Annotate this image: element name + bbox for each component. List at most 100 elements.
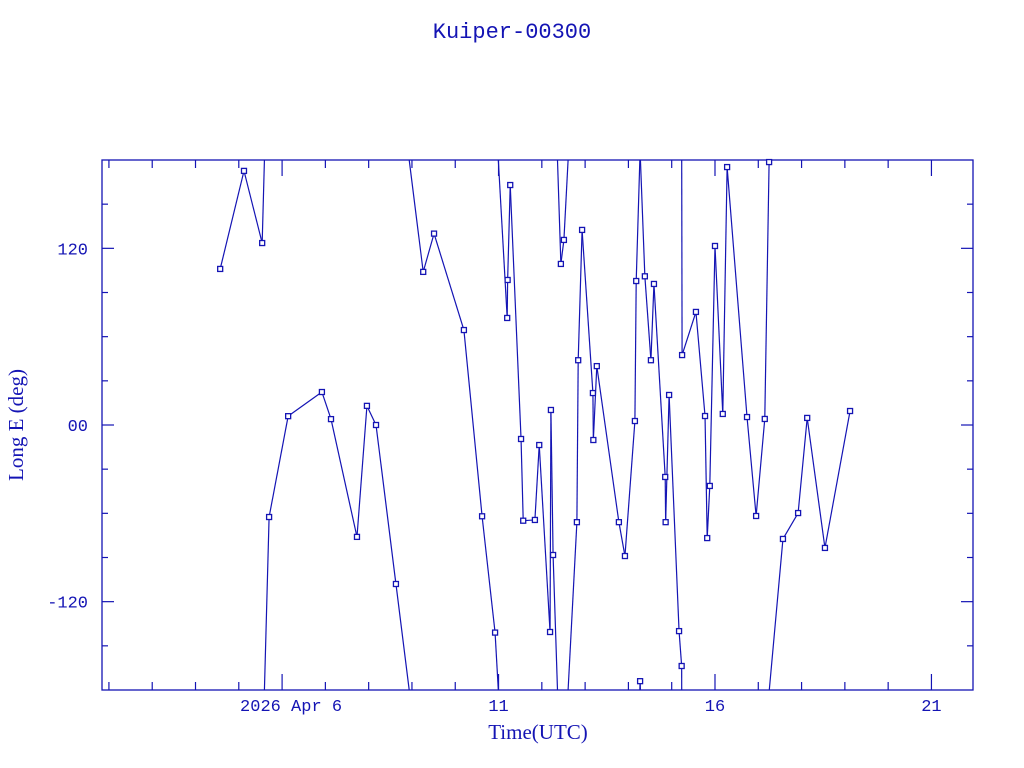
series-segment: [782, 512, 799, 540]
series-segment: [261, 159, 266, 244]
series-segment: [481, 516, 496, 633]
series-segment: [567, 522, 578, 691]
data-point-marker: [560, 236, 568, 244]
y-tick-label: 00: [68, 418, 88, 437]
series-segment: [706, 485, 711, 539]
series-segment: [576, 360, 579, 523]
series-segment: [433, 233, 465, 331]
series-segment: [704, 416, 708, 539]
series-segment: [650, 283, 655, 361]
data-point-marker: [575, 357, 582, 364]
series-segment: [577, 229, 583, 361]
series-segment: [714, 245, 724, 414]
data-point-marker: [678, 662, 685, 670]
data-point-marker: [761, 415, 768, 423]
data-point-marker: [704, 534, 711, 542]
data-point-marker: [265, 513, 273, 521]
series-segment: [639, 159, 646, 277]
data-point-marker: [573, 519, 581, 526]
data-point-marker: [743, 413, 751, 421]
series-line: [219, 159, 851, 691]
series-segment: [709, 245, 716, 486]
data-point-marker: [420, 268, 427, 276]
data-point-marker: [615, 519, 623, 526]
data-point-marker: [578, 226, 586, 234]
data-point-marker: [507, 181, 514, 189]
series-segment: [534, 444, 540, 520]
series-segment: [653, 283, 666, 478]
axis-tick-labels: 2026 Apr 6 11 16 21 -120 00 120: [47, 241, 941, 717]
data-point-marker: [631, 417, 639, 425]
x-tick-label: 21: [921, 698, 941, 717]
data-point-marker: [662, 519, 669, 526]
series-markers: [217, 158, 854, 685]
data-point-marker: [647, 357, 655, 364]
series-segment: [507, 185, 511, 281]
data-point-marker: [284, 413, 292, 420]
data-point-marker: [593, 362, 600, 370]
x-axis-label: Time(UTC): [488, 720, 588, 744]
series-segment: [635, 159, 641, 282]
series-segment: [463, 329, 483, 517]
data-point-marker: [353, 533, 361, 541]
data-point-marker: [460, 326, 468, 334]
data-point-marker: [636, 678, 644, 685]
series-segment: [768, 538, 784, 691]
series-segment: [722, 167, 728, 414]
series-segment: [549, 409, 552, 632]
series-segment: [494, 632, 499, 691]
data-point-marker: [531, 516, 539, 524]
data-point-marker: [536, 441, 543, 449]
data-point-marker: [478, 513, 486, 520]
series-segment: [644, 276, 652, 361]
series-segment: [560, 239, 565, 265]
data-point-marker: [547, 406, 555, 414]
axis-ticks: [102, 160, 973, 690]
data-point-marker: [363, 402, 371, 410]
series-segment: [375, 424, 397, 585]
data-point-marker: [546, 628, 554, 636]
y-axis-label: Long E (deg): [4, 369, 28, 481]
chart-title: Kuiper-00300: [433, 20, 591, 45]
data-point-marker: [621, 552, 629, 560]
data-point-marker: [662, 473, 669, 481]
series-segment: [681, 311, 697, 356]
data-point-marker: [765, 158, 773, 166]
series-segment: [665, 394, 670, 523]
series-segment: [509, 185, 522, 440]
data-point-marker: [846, 407, 854, 415]
data-point-marker: [821, 544, 829, 552]
data-point-marker: [589, 389, 597, 397]
data-point-marker: [504, 276, 511, 284]
series-segment: [624, 420, 636, 557]
data-point-marker: [641, 273, 649, 280]
data-point-marker: [557, 260, 565, 268]
series-segment: [552, 554, 559, 691]
series-segment: [243, 170, 263, 244]
series-segment: [726, 167, 748, 418]
y-tick-label: -120: [47, 595, 88, 614]
series-segment: [356, 405, 368, 537]
x-tick-label: 11: [488, 698, 508, 717]
data-point-marker: [719, 410, 726, 418]
data-point-marker: [779, 535, 787, 543]
series-segment: [695, 311, 706, 417]
series-segment: [219, 170, 245, 270]
series-segment: [618, 522, 626, 557]
series-segment: [520, 438, 524, 521]
series-segment: [550, 409, 554, 556]
data-point-marker: [711, 242, 719, 250]
data-point-marker: [650, 280, 658, 288]
data-point-marker: [259, 239, 266, 247]
data-point-marker: [318, 388, 326, 396]
data-point-marker: [692, 308, 700, 316]
data-point-marker: [504, 314, 511, 322]
series-segment: [746, 416, 757, 517]
series-segment: [408, 159, 424, 272]
series-segment: [497, 159, 508, 319]
data-point-marker: [678, 351, 686, 359]
series-segment: [806, 417, 826, 549]
data-point-marker: [675, 627, 683, 635]
data-point-marker: [392, 580, 400, 588]
